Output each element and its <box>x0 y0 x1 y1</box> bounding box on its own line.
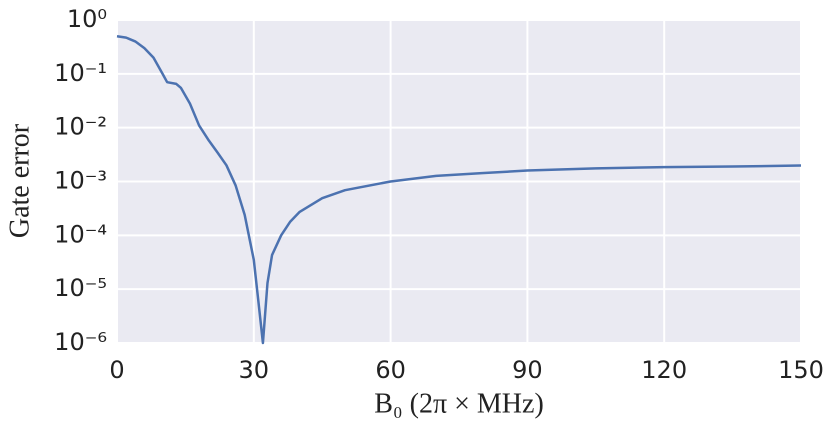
line-series <box>116 34 802 345</box>
y-tick-label: 10⁻² <box>54 113 107 141</box>
y-tick-label: 10⁻⁶ <box>54 328 107 356</box>
y-tick-label: 10⁻⁵ <box>54 274 107 302</box>
x-tick-label: 30 <box>239 356 270 384</box>
y-tick-label: 10⁻³ <box>54 167 107 195</box>
y-tick-label: 10⁻⁴ <box>54 220 107 248</box>
x-tick-label: 90 <box>512 356 543 384</box>
x-tick-label: 150 <box>778 356 824 384</box>
x-tick-label: 60 <box>375 356 406 384</box>
x-tick-label: 120 <box>641 356 687 384</box>
y-axis-label: Gate error <box>4 123 35 238</box>
x-axis-label: B₀ (2π × MHz) <box>374 388 544 419</box>
y-tick-label: 10⁰ <box>67 5 107 33</box>
x-tick-label: 0 <box>109 356 124 384</box>
y-tick-label: 10⁻¹ <box>54 59 107 87</box>
